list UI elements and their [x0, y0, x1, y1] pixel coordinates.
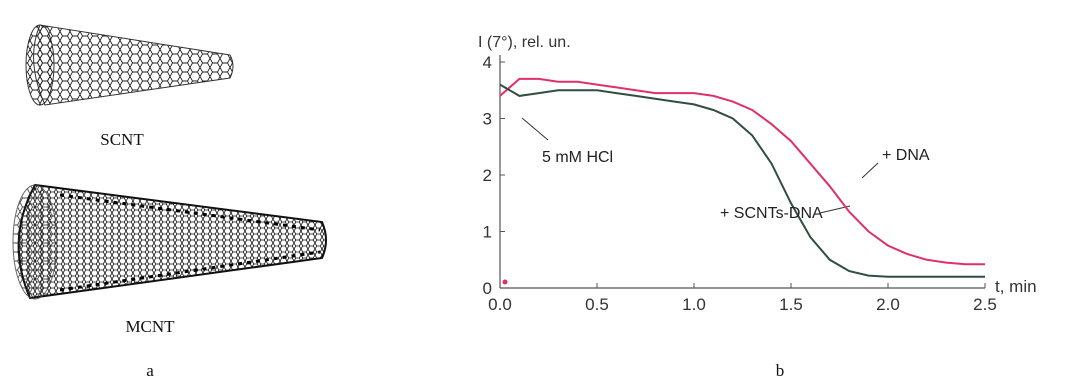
- panel-caption: b: [776, 361, 785, 380]
- leader-line: [521, 117, 549, 141]
- leader-line: [861, 162, 879, 179]
- data-line: [499, 83, 985, 278]
- y-tick-label: 3: [483, 110, 492, 129]
- scnt-drawing: [25, 24, 234, 106]
- mcnt-label: MCNT: [125, 317, 175, 336]
- series-label: + DNA: [882, 147, 930, 164]
- panel-caption: a: [146, 361, 154, 380]
- y-tick-label: 1: [483, 223, 492, 242]
- x-tick-label: 0.0: [488, 295, 512, 314]
- x-tick-label: 2.5: [973, 295, 997, 314]
- mcnt-drawing: [12, 183, 327, 300]
- y-axis-label: I (7°), rel. un.: [478, 34, 571, 51]
- annotation: 5 mM HCl: [542, 149, 613, 166]
- x-axis-label: t, min: [995, 277, 1037, 296]
- y-tick-label: 4: [483, 53, 492, 72]
- x-tick-label: 2.0: [876, 295, 900, 314]
- y-tick-label: 0: [483, 279, 492, 298]
- data-line: [499, 77, 985, 266]
- marker-dot: [502, 279, 508, 285]
- y-tick-label: 2: [483, 166, 492, 185]
- x-tick-label: 1.5: [779, 295, 803, 314]
- x-tick-label: 1.0: [682, 295, 706, 314]
- x-tick-label: 0.5: [585, 295, 609, 314]
- scnt-label: SCNT: [100, 130, 144, 149]
- series-label: + SCNTs-DNA: [720, 205, 823, 222]
